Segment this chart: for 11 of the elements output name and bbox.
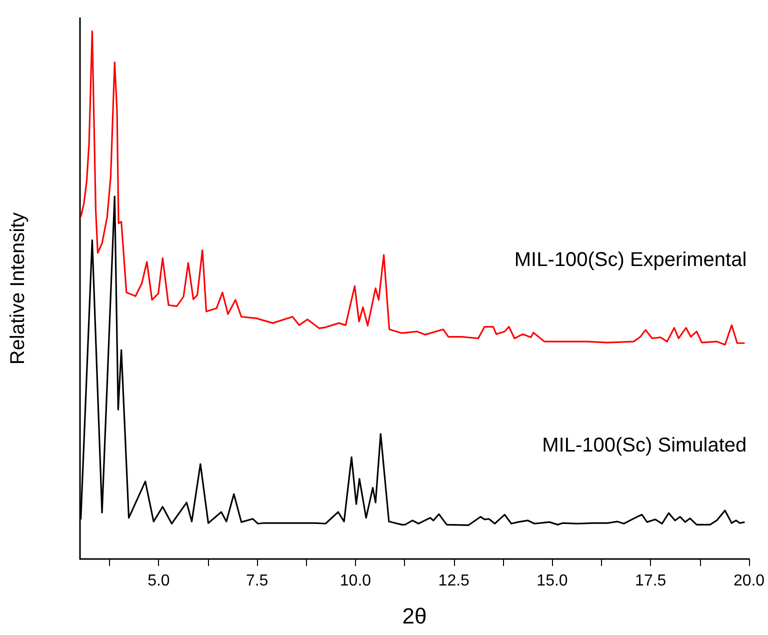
x-tick-label: 20.0 bbox=[733, 572, 765, 590]
x-tick-label: 17.5 bbox=[635, 572, 666, 590]
text: MIL-100(Sc) Experimental bbox=[514, 249, 747, 272]
x-tick-label: 5.0 bbox=[148, 572, 170, 590]
text: MIL-100(Sc) Simulated bbox=[542, 434, 747, 456]
x-tick-label: 7.5 bbox=[246, 572, 268, 590]
x-tick-label: 12.5 bbox=[438, 572, 470, 590]
x-axis-title: 2θ bbox=[402, 604, 427, 628]
y-axis-title: Relative Intensity bbox=[7, 212, 29, 365]
x-tick-label: 15.0 bbox=[536, 572, 568, 590]
x-tick-label: 10.0 bbox=[340, 572, 372, 590]
